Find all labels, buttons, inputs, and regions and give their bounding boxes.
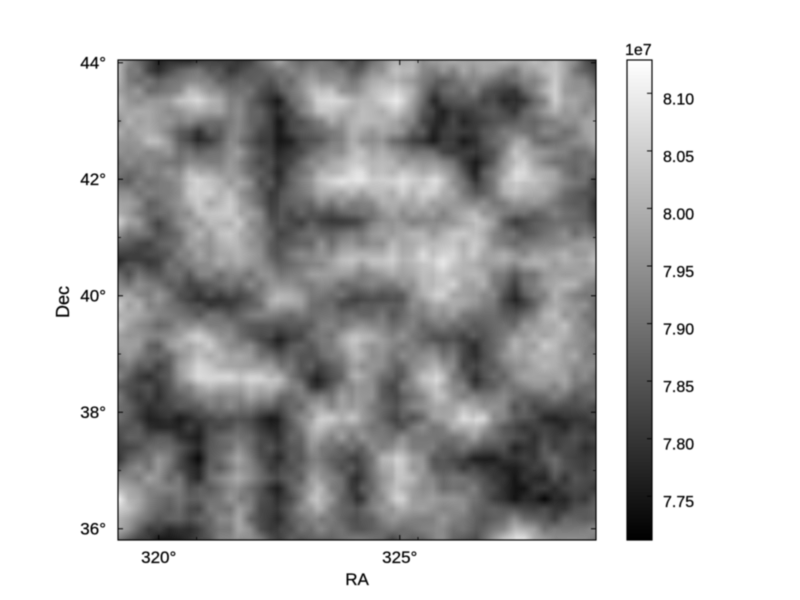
svg-text:7.85: 7.85: [663, 379, 694, 396]
svg-text:7.95: 7.95: [663, 264, 694, 281]
svg-text:RA: RA: [345, 570, 369, 589]
svg-text:44°: 44°: [80, 53, 106, 72]
svg-text:1e7: 1e7: [625, 42, 652, 59]
svg-text:7.75: 7.75: [663, 494, 694, 511]
svg-text:38°: 38°: [80, 403, 106, 422]
svg-text:325°: 325°: [382, 548, 417, 567]
svg-text:42°: 42°: [80, 170, 106, 189]
svg-text:Dec: Dec: [53, 286, 73, 318]
svg-text:8.10: 8.10: [663, 91, 694, 108]
svg-text:40°: 40°: [80, 286, 106, 305]
svg-text:7.90: 7.90: [663, 322, 694, 339]
svg-text:36°: 36°: [80, 519, 106, 538]
svg-text:8.00: 8.00: [663, 206, 694, 223]
svg-text:8.05: 8.05: [663, 149, 694, 166]
svg-text:7.80: 7.80: [663, 437, 694, 454]
svg-text:320°: 320°: [141, 548, 176, 567]
